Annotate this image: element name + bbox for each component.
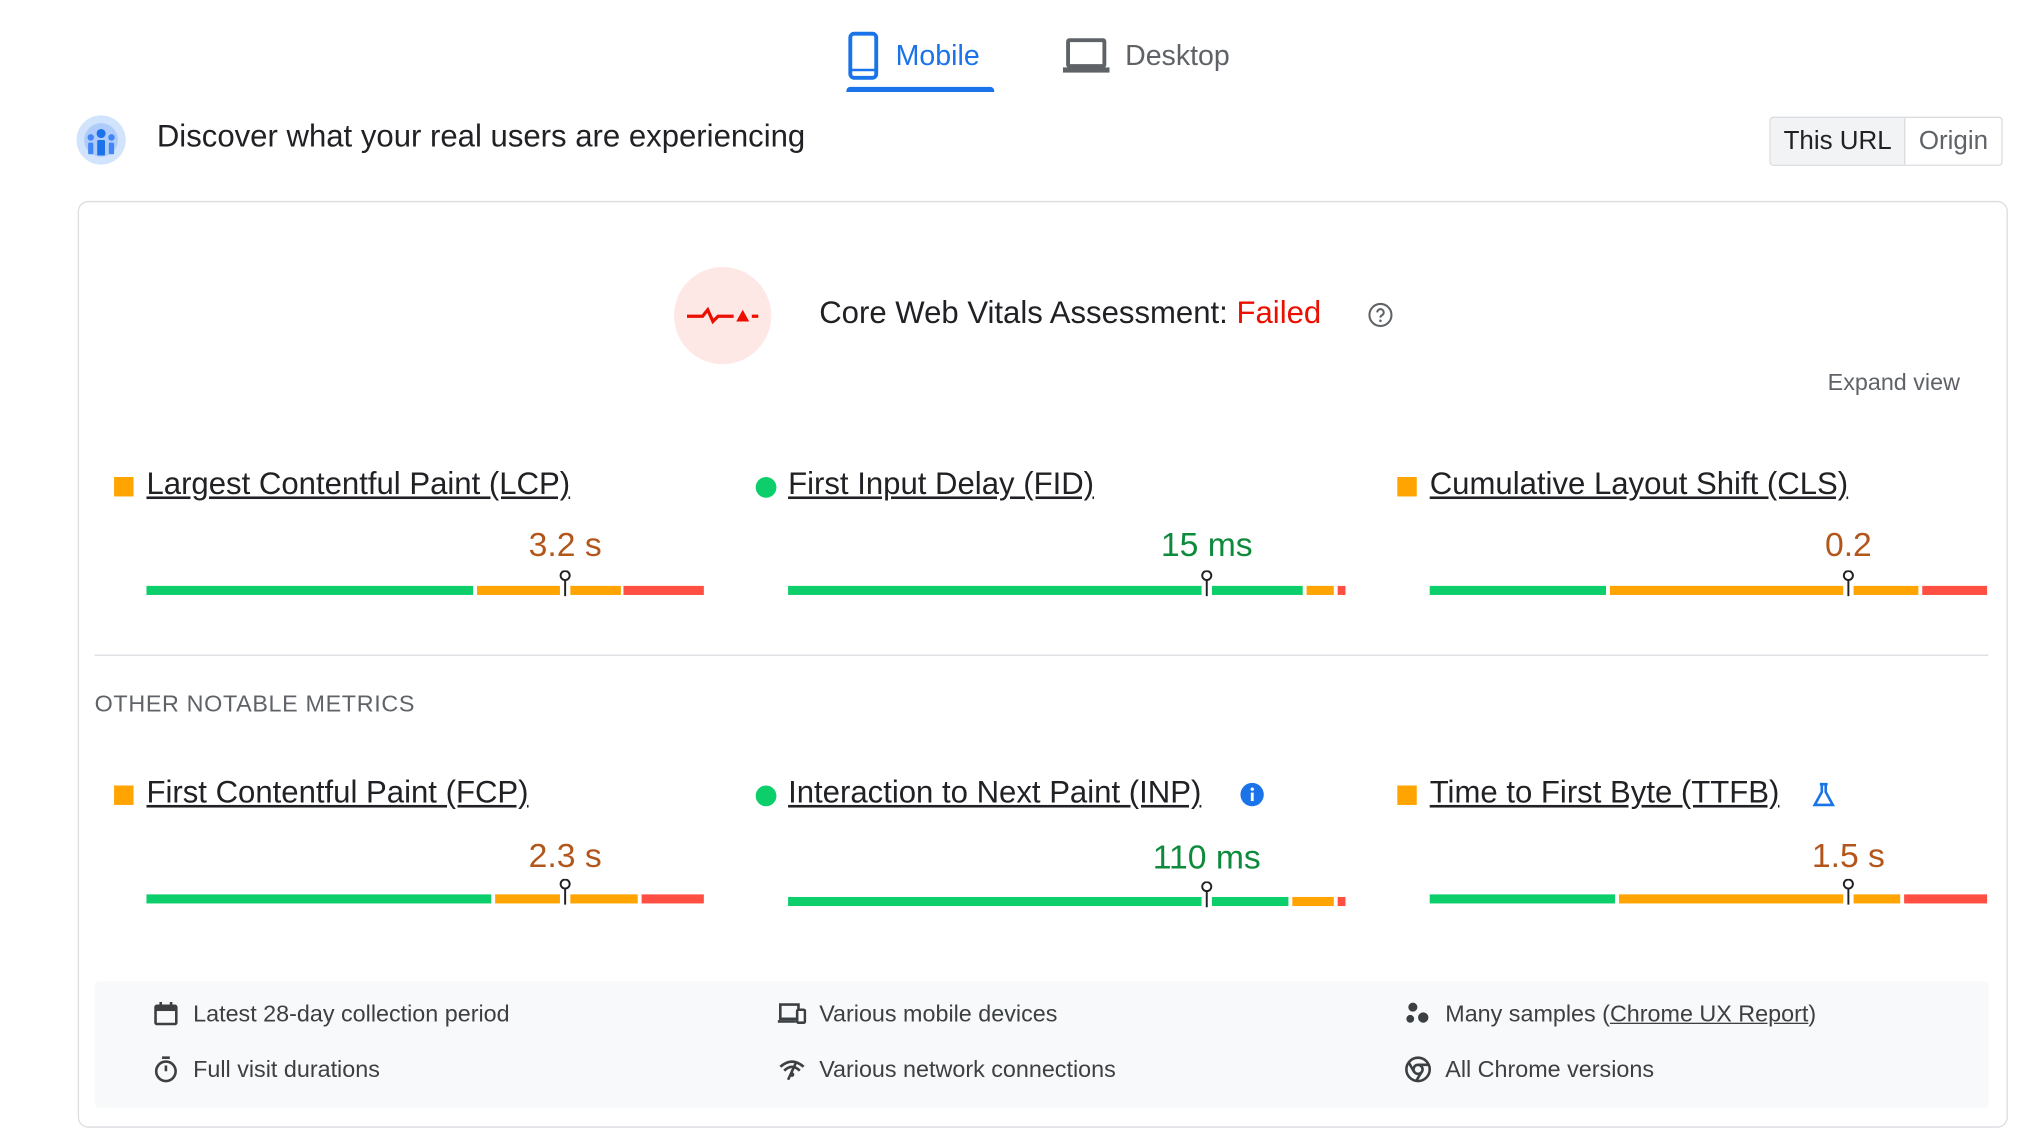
needs-improvement-square-icon — [1397, 785, 1417, 805]
metric-cls-value: 0.2 — [1824, 524, 1872, 564]
metric-inp-value: 110 ms — [1152, 837, 1261, 877]
distribution-good-segment — [1429, 585, 1606, 595]
distribution-average-segment — [495, 894, 560, 904]
crux-users-icon — [76, 115, 126, 165]
distribution-average-segment — [1292, 896, 1334, 907]
needs-improvement-square-icon — [114, 785, 134, 805]
metric-ttfb-label[interactable]: Time to First Byte (TTFB) — [1429, 775, 1780, 811]
metric-lcp: Largest Contentful Paint (LCP) 3.2 s — [114, 467, 704, 610]
collection-period-text: Latest 28-day collection period — [193, 1000, 510, 1026]
assessment-title: Core Web Vitals Assessment: Failed — [819, 296, 1321, 332]
distribution-average-segment — [1853, 894, 1901, 904]
devices-item: Various mobile devices — [777, 999, 1058, 1028]
active-tab-indicator — [846, 86, 995, 93]
p75-marker-icon — [1201, 570, 1213, 597]
stopwatch-icon — [154, 1056, 177, 1083]
distribution-good-segment — [788, 585, 1202, 595]
metric-fid-label[interactable]: First Input Delay (FID) — [788, 466, 1095, 502]
metric-cls-label[interactable]: Cumulative Layout Shift (CLS) — [1429, 466, 1849, 502]
this-url-button[interactable]: This URL — [1770, 117, 1906, 165]
origin-button[interactable]: Origin — [1918, 127, 1989, 156]
distribution-good-segment — [1211, 585, 1303, 595]
distribution-poor-segment — [641, 894, 704, 904]
experimental-flask-icon[interactable] — [1809, 780, 1838, 809]
failed-assessment-icon — [674, 267, 772, 365]
metric-fcp-value: 2.3 s — [528, 836, 602, 875]
chrome-logo-icon — [1405, 1056, 1432, 1083]
network-item: Various network connections — [778, 1055, 1116, 1084]
calendar-icon — [154, 1001, 178, 1026]
distribution-good-segment — [788, 896, 1202, 907]
network-signal-icon — [779, 1060, 805, 1081]
visit-durations-item: Full visit durations — [152, 1055, 380, 1084]
p75-marker-icon — [1842, 570, 1854, 597]
samples-item: Many samples (Chrome UX Report) — [1404, 999, 1816, 1028]
good-circle-icon — [755, 785, 777, 807]
metric-inp-label[interactable]: Interaction to Next Paint (INP) — [788, 775, 1202, 811]
distribution-good-segment — [146, 894, 492, 904]
chrome-ux-report-link[interactable]: Chrome UX Report — [1609, 1000, 1809, 1026]
network-text: Various network connections — [819, 1055, 1116, 1082]
devices-text: Various mobile devices — [819, 1000, 1058, 1026]
distribution-average-segment — [1618, 894, 1844, 904]
collection-period-item: Latest 28-day collection period — [152, 999, 510, 1028]
samples-suffix: ) — [1808, 1000, 1817, 1026]
distribution-poor-segment — [1904, 894, 1988, 904]
p75-marker-icon — [559, 570, 571, 597]
distribution-average-segment — [570, 894, 638, 904]
devices-icon — [777, 1003, 807, 1024]
help-icon[interactable] — [1367, 302, 1393, 328]
chrome-versions-text: All Chrome versions — [1445, 1055, 1655, 1082]
page-heading: Discover what your real users are experi… — [156, 119, 806, 155]
metric-fcp: First Contentful Paint (FCP) 2.3 s — [114, 775, 704, 918]
distribution-average-segment — [1609, 585, 1844, 595]
chrome-versions-item: All Chrome versions — [1404, 1055, 1654, 1084]
p75-marker-icon — [1842, 878, 1854, 905]
distribution-average-segment — [570, 585, 621, 595]
tab-mobile[interactable]: Mobile — [846, 18, 980, 93]
tab-desktop[interactable]: Desktop — [1062, 18, 1230, 93]
metric-lcp-label[interactable]: Largest Contentful Paint (LCP) — [146, 466, 571, 502]
section-divider — [94, 654, 1989, 656]
metric-fid: First Input Delay (FID) 15 ms — [755, 466, 1346, 610]
distribution-good-segment — [146, 585, 474, 595]
samples-dots-icon — [1406, 1002, 1429, 1023]
samples-prefix: Many samples ( — [1445, 1000, 1610, 1026]
p75-marker-icon — [1201, 881, 1213, 908]
expand-view-link[interactable]: Expand view — [1827, 369, 1960, 396]
distribution-poor-segment — [1922, 585, 1988, 595]
metric-fcp-label[interactable]: First Contentful Paint (FCP) — [146, 775, 529, 811]
metric-inp: Interaction to Next Paint (INP) 110 ms — [755, 775, 1346, 918]
scope-toggle: This URL Origin — [1769, 116, 2003, 166]
needs-improvement-square-icon — [114, 477, 134, 497]
distribution-poor-segment — [623, 585, 704, 595]
metric-fid-value: 15 ms — [1160, 524, 1253, 564]
distribution-good-segment — [1211, 896, 1289, 907]
distribution-average-segment — [477, 585, 560, 595]
samples-text: Many samples (Chrome UX Report) — [1445, 1000, 1816, 1027]
visit-durations-text: Full visit durations — [193, 1055, 380, 1082]
metric-lcp-value: 3.2 s — [528, 524, 602, 564]
metric-ttfb-value: 1.5 s — [1811, 836, 1885, 875]
laptop-icon — [1062, 38, 1110, 73]
distribution-poor-segment — [1337, 896, 1346, 907]
distribution-good-segment — [1429, 894, 1616, 904]
tab-mobile-label: Mobile — [895, 38, 980, 72]
distribution-average-segment — [1853, 585, 1919, 595]
collection-info-panel — [94, 981, 1989, 1109]
info-icon[interactable] — [1238, 780, 1267, 809]
tab-desktop-label: Desktop — [1125, 38, 1230, 72]
assessment-label: Core Web Vitals Assessment: — [819, 295, 1228, 331]
needs-improvement-square-icon — [1397, 477, 1417, 497]
phone-icon — [848, 31, 879, 80]
assessment-status: Failed — [1236, 295, 1322, 331]
distribution-poor-segment — [1337, 585, 1346, 595]
metric-ttfb: Time to First Byte (TTFB) 1.5 s — [1397, 775, 1988, 918]
other-metrics-heading: OTHER NOTABLE METRICS — [94, 690, 416, 717]
good-circle-icon — [755, 477, 777, 498]
metric-cls: Cumulative Layout Shift (CLS) 0.2 — [1397, 466, 1988, 610]
distribution-average-segment — [1306, 585, 1334, 595]
p75-marker-icon — [559, 878, 571, 905]
